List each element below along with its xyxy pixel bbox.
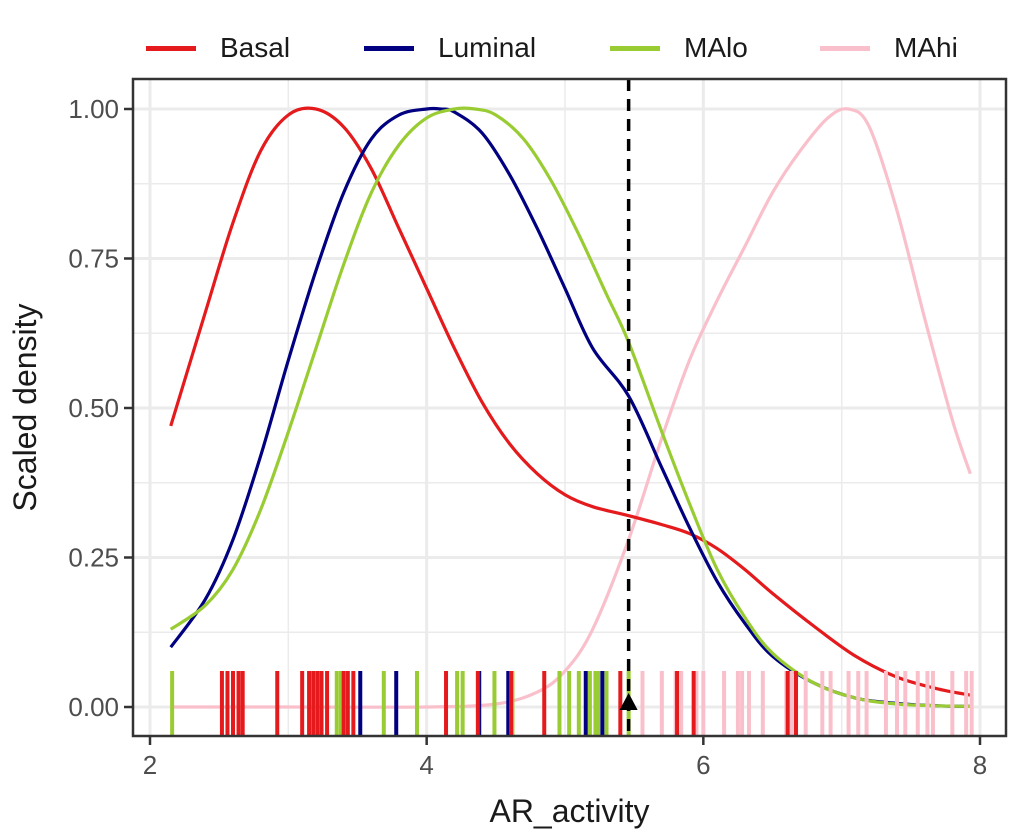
y-tick-label: 0.75 [68, 244, 119, 274]
legend-key-mahi [820, 45, 870, 51]
legend-key-basal [146, 45, 196, 51]
legend: Basal Luminal MAlo MAhi [0, 28, 1024, 68]
y-tick-label: 1.00 [68, 94, 119, 124]
axes: 2 4 6 8 0.00 0.25 0.50 0.75 1.00 [68, 94, 987, 780]
x-tick-label: 2 [143, 750, 157, 780]
legend-label-mahi: MAhi [894, 32, 958, 63]
x-tick-label: 8 [973, 750, 987, 780]
density-curve-malo [169, 106, 971, 709]
legend-key-malo [610, 45, 660, 51]
grid [133, 79, 1006, 736]
legend-item-malo: MAlo [610, 28, 748, 68]
y-axis-title: Scaled density [7, 303, 43, 511]
legend-label-luminal: Luminal [438, 32, 537, 63]
y-tick-label: 0.50 [68, 393, 119, 423]
y-tick-label: 0.00 [68, 692, 119, 722]
density-curve-basal [169, 106, 971, 697]
x-tick-label: 6 [696, 750, 710, 780]
x-tick-label: 4 [419, 750, 433, 780]
threshold-line-group [619, 79, 638, 736]
density-curve-luminal [169, 106, 971, 709]
rug-marks [170, 671, 974, 736]
x-axis-title: AR_activity [489, 793, 649, 829]
legend-item-mahi: MAhi [820, 28, 958, 68]
legend-item-basal: Basal [146, 28, 290, 68]
legend-item-luminal: Luminal [364, 28, 536, 68]
legend-label-basal: Basal [220, 32, 291, 63]
y-tick-label: 0.25 [68, 543, 119, 573]
legend-label-malo: MAlo [684, 32, 748, 63]
threshold-triangle-marker [619, 693, 638, 710]
legend-key-luminal [364, 45, 414, 51]
